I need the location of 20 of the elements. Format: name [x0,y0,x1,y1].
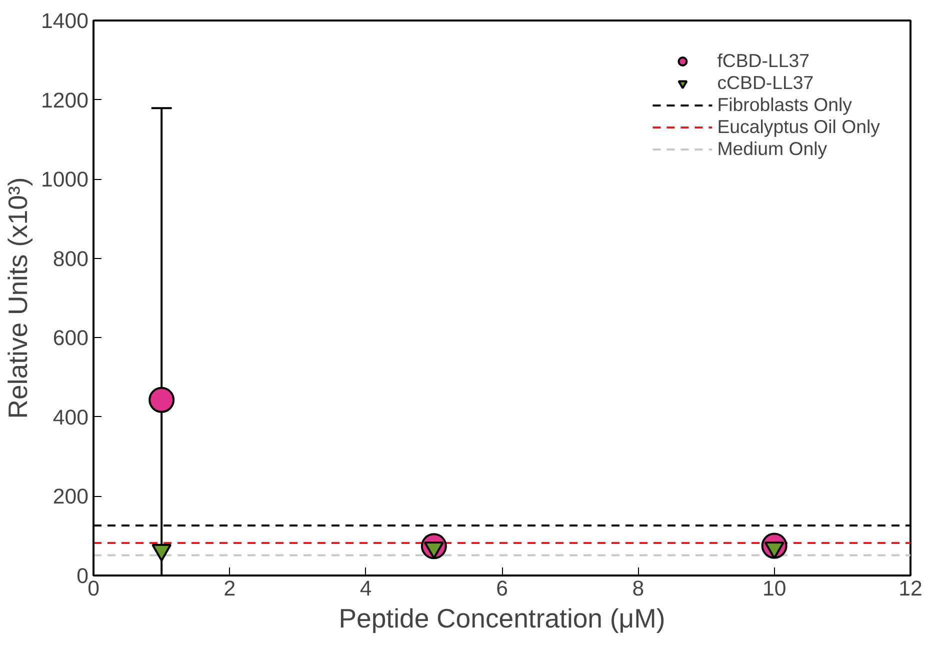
x-tick-label: 10 [762,576,786,600]
legend-label: Medium Only [717,138,828,160]
y-tick-label: 600 [52,326,89,350]
y-tick-label: 1400 [41,9,89,33]
y-tick-label: 1000 [41,168,89,192]
legend-label: cCBD-LL37 [717,72,814,94]
y-tick-label: 400 [52,405,89,430]
x-axis-title: Peptide Concentration (μM) [338,604,666,634]
x-tick-label: 12 [898,576,922,600]
x-tick-label: 4 [360,576,372,600]
y-tick-label: 800 [52,246,89,271]
legend-label: fCBD-LL37 [717,50,810,72]
x-tick-label: 8 [632,576,644,600]
legend-label: Eucalyptus Oil Only [717,116,880,138]
y-tick-label: 1200 [41,88,89,112]
legend-label: Fibroblasts Only [717,94,852,116]
x-tick-label: 2 [224,576,236,600]
y-tick-label: 200 [52,484,89,509]
x-tick-label: 6 [496,576,508,600]
y-axis-title: Relative Units (x10³) [3,177,34,419]
